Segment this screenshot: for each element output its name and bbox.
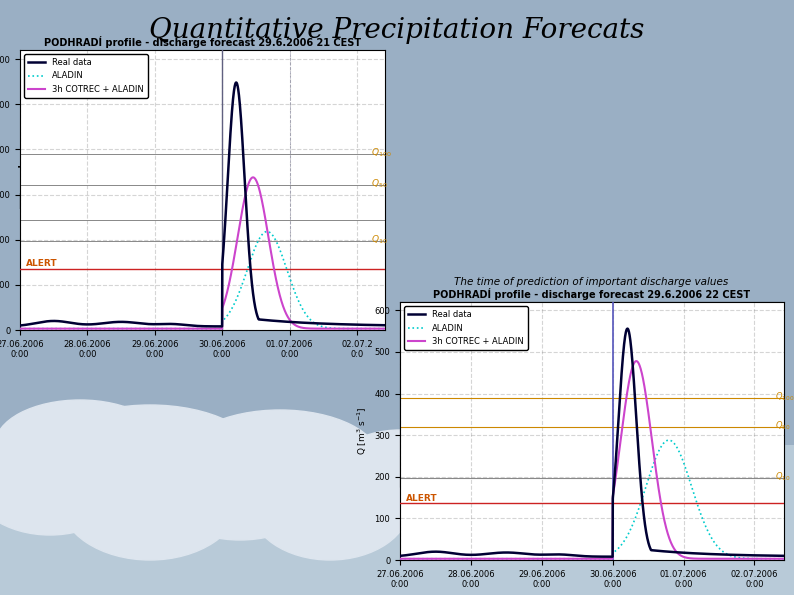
Text: ALERT: ALERT: [25, 259, 57, 268]
Bar: [20, 50, 385, 330]
Real data: [386, 322, 395, 329]
ALADIN: [262, 228, 272, 235]
Real data: [608, 553, 618, 560]
Title: PODHRADÍ profile - discharge forecast 29.6.2006 21 CEST: PODHRADÍ profile - discharge forecast 29…: [44, 36, 361, 48]
Bar: [400, 364, 507, 394]
Line: 3h COTREC + ALADIN: 3h COTREC + ALADIN: [400, 361, 790, 559]
Text: $Q_{50}$: $Q_{50}$: [371, 178, 387, 190]
Ellipse shape: [180, 410, 380, 510]
Bar: [660, 456, 782, 487]
3h COTREC + ALADIN: [376, 325, 385, 332]
ALADIN: [386, 325, 395, 332]
Bar: [400, 302, 784, 560]
Real data: [585, 553, 595, 560]
Text: 21 h: 21 h: [572, 405, 594, 415]
Ellipse shape: [60, 440, 240, 560]
Real data: [307, 320, 317, 327]
ALADIN: [703, 526, 712, 533]
Real data: [231, 79, 241, 86]
Bar: [400, 302, 782, 487]
ALADIN: [785, 555, 794, 562]
Legend: Real data, ALADIN, 3h COTREC + ALADIN: Real data, ALADIN, 3h COTREC + ALADIN: [404, 306, 527, 350]
ALADIN: [375, 325, 384, 332]
Legend: Real data, ALADIN, 3h COTREC + ALADIN: Real data, ALADIN, 3h COTREC + ALADIN: [24, 54, 148, 98]
Y-axis label: Q [m$^3$ s$^{-1}$]: Q [m$^3$ s$^{-1}$]: [356, 407, 369, 455]
Text: $Q_{10}$: $Q_{10}$: [775, 471, 791, 483]
ALADIN: [664, 437, 673, 444]
Line: ALADIN: ALADIN: [20, 231, 391, 328]
3h COTREC + ALADIN: [774, 555, 784, 562]
Text: ALADIN QPF: ALADIN QPF: [690, 313, 752, 322]
ALADIN: [195, 325, 205, 332]
Text: 22 h: 22 h: [572, 466, 594, 477]
3h COTREC + ALADIN: [415, 555, 425, 562]
Real data: [376, 321, 385, 328]
FancyBboxPatch shape: [0, 0, 794, 445]
Real data: [785, 552, 794, 559]
ALADIN: [774, 555, 784, 562]
Real data: [218, 323, 227, 330]
3h COTREC + ALADIN: [774, 555, 784, 562]
Real data: [395, 552, 405, 559]
3h COTREC + ALADIN: [34, 325, 44, 332]
3h COTREC + ALADIN: [186, 325, 195, 332]
Text: The time of prediction of important discharge values: The time of prediction of important disc…: [454, 277, 728, 287]
3h COTREC + ALADIN: [703, 555, 712, 562]
ALADIN: [376, 325, 385, 332]
Real data: [15, 322, 25, 329]
ALADIN: [307, 318, 317, 325]
3h COTREC + ALADIN: [585, 555, 595, 562]
Text: 320 (Q₅₀): 320 (Q₅₀): [431, 436, 476, 446]
Real data: [575, 552, 584, 559]
Text: 197 (Q₁₀): 197 (Q₁₀): [431, 374, 476, 384]
Bar: [400, 302, 507, 333]
Text: 243 (Q₂₀): 243 (Q₂₀): [431, 405, 476, 415]
Text: $Q_{50}$: $Q_{50}$: [775, 419, 791, 432]
Bar: [400, 456, 507, 487]
Line: ALADIN: ALADIN: [400, 440, 790, 559]
Real data: [774, 552, 784, 559]
Title: PODHRADÍ profile - discharge forecast 29.6.2006 22 CEST: PODHRADÍ profile - discharge forecast 29…: [434, 288, 750, 300]
Bar: [660, 302, 782, 333]
Real data: [195, 322, 205, 330]
3h COTREC + ALADIN: [375, 325, 384, 332]
ALADIN: [15, 325, 25, 332]
Ellipse shape: [0, 400, 165, 490]
Real data: [376, 321, 385, 328]
Bar: [507, 302, 660, 333]
Text: 22 h: 22 h: [572, 436, 594, 446]
Ellipse shape: [40, 405, 260, 515]
Ellipse shape: [250, 450, 410, 560]
Ellipse shape: [0, 425, 130, 535]
Text: 19 h: 19 h: [572, 343, 594, 353]
3h COTREC + ALADIN: [575, 555, 584, 562]
Text: Discharge
[m³s⁻¹]: Discharge [m³s⁻¹]: [428, 308, 479, 327]
3h COTREC + ALADIN: [395, 555, 405, 562]
ALADIN: [395, 555, 405, 562]
Bar: [660, 364, 782, 394]
Bar: [507, 333, 660, 364]
Text: 390 (Q₁₀₀): 390 (Q₁₀₀): [430, 466, 478, 477]
Text: 136  (alert): 136 (alert): [426, 343, 481, 353]
Text: Tests of COTREC QPF in
hydrological model Hydrog: Tests of COTREC QPF in hydrological mode…: [18, 165, 299, 213]
Text: 24 h: 24 h: [710, 466, 732, 477]
ALADIN: [34, 325, 44, 332]
ALADIN: [585, 555, 595, 562]
3h COTREC + ALADIN: [785, 555, 794, 562]
Bar: [507, 456, 660, 487]
Text: 21 h: 21 h: [572, 374, 594, 384]
Line: Real data: Real data: [20, 83, 391, 327]
3h COTREC + ALADIN: [249, 174, 258, 181]
ALADIN: [186, 325, 195, 332]
ALADIN: [415, 555, 425, 562]
Real data: [34, 319, 44, 326]
Real data: [186, 322, 195, 329]
Bar: [400, 425, 507, 456]
3h COTREC + ALADIN: [307, 325, 317, 332]
Bar: [507, 364, 660, 394]
Text: Quantitative Precipitation Forecats: Quantitative Precipitation Forecats: [149, 17, 645, 44]
3h COTREC + ALADIN: [195, 325, 205, 332]
Text: $Q_{10}$: $Q_{10}$: [371, 233, 387, 246]
Line: Real data: Real data: [400, 328, 790, 557]
